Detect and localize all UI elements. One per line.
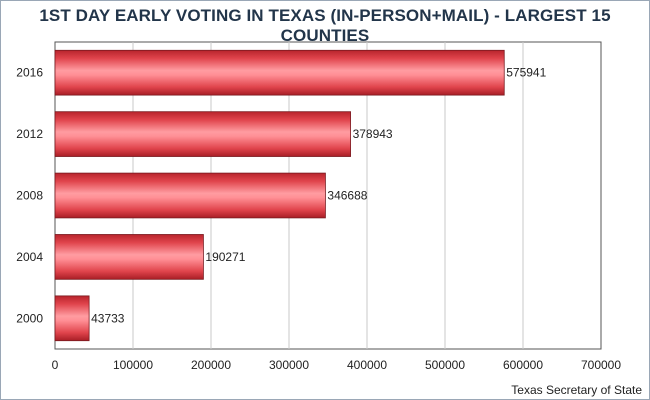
data-label: 190271 <box>205 250 245 264</box>
chart-title: 1ST DAY EARLY VOTING IN TEXAS (IN-PERSON… <box>39 6 611 45</box>
category-label: 2016 <box>16 66 43 80</box>
category-label: 2000 <box>16 311 43 325</box>
bar-2008 <box>54 172 326 219</box>
data-label: 378943 <box>353 127 393 141</box>
bar-2016 <box>54 49 505 96</box>
x-tick-label: 0 <box>52 358 59 372</box>
labels: 0 100000 200000 300000 400000 500000 600000 700… <box>16 66 621 372</box>
source-note: Texas Secretary of State <box>511 383 642 397</box>
bar-2004 <box>54 234 204 280</box>
x-tick-label: 400000 <box>347 358 387 372</box>
x-tick-label: 100000 <box>113 358 153 372</box>
data-label: 346688 <box>327 189 367 203</box>
x-tick-label: 300000 <box>269 358 309 372</box>
x-tick-label: 500000 <box>425 358 465 372</box>
category-label: 2008 <box>16 189 43 203</box>
data-label: 575941 <box>506 66 546 80</box>
data-label: 43733 <box>91 311 125 325</box>
x-tick-label: 700000 <box>581 358 621 372</box>
category-label: 2012 <box>16 127 43 141</box>
bar-2000 <box>54 295 90 342</box>
category-label: 2004 <box>16 250 43 264</box>
x-tick-label: 200000 <box>191 358 231 372</box>
bars <box>54 49 505 342</box>
bar-2012 <box>54 111 351 157</box>
x-tick-label: 600000 <box>503 358 543 372</box>
